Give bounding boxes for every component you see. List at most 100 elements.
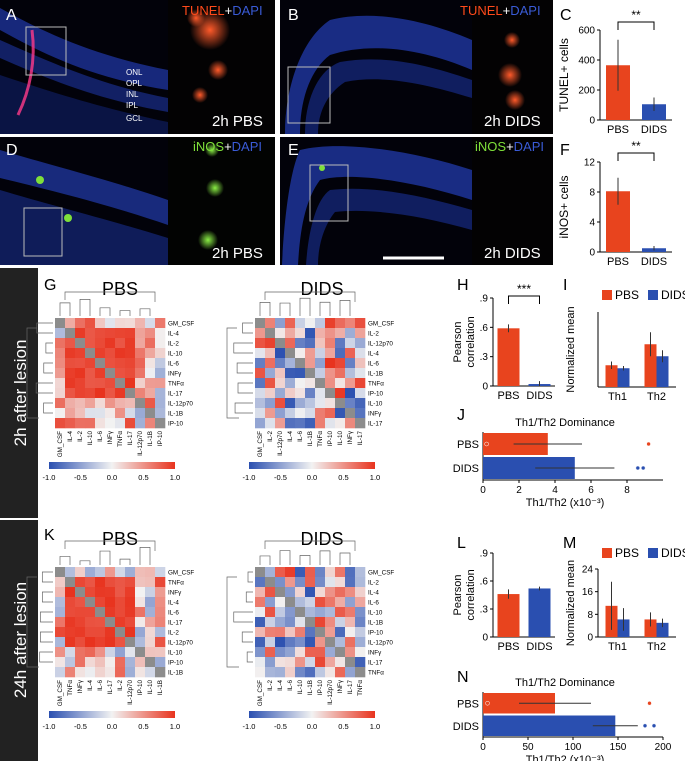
heatmap-cell bbox=[155, 627, 166, 638]
heatmap-cell bbox=[135, 637, 146, 648]
heatmap-cell bbox=[85, 587, 96, 598]
col-label: IL-17 bbox=[347, 680, 354, 695]
row-label: IL-2 bbox=[368, 331, 379, 338]
heatmap-cell bbox=[305, 368, 316, 379]
colorbar: -1.0 -0.5 0.0 0.5 1.0 bbox=[243, 462, 380, 482]
heatmap-cell bbox=[335, 338, 346, 349]
heatmap-cell bbox=[315, 368, 326, 379]
heatmap-cell bbox=[315, 338, 326, 349]
heatmap-cell bbox=[315, 378, 326, 389]
heatmap-cell bbox=[115, 328, 126, 339]
col-label: IL-1B bbox=[157, 680, 164, 695]
heatmap-cell bbox=[325, 647, 336, 658]
heatmap-g-dids-title: DIDS bbox=[300, 279, 343, 299]
stain-label-b: TUNEL+DAPI bbox=[460, 3, 541, 18]
bar-pbs bbox=[497, 594, 520, 637]
heatmap-cell bbox=[95, 398, 106, 409]
heatmap-cell bbox=[115, 318, 126, 329]
heatmap-cell bbox=[125, 647, 136, 658]
row-label: IL-12p70 bbox=[168, 640, 193, 647]
heatmap-cell bbox=[315, 348, 326, 359]
colorbar-tick-label: 1.0 bbox=[170, 473, 180, 482]
heatmap-cell bbox=[295, 408, 306, 419]
heatmap-cell bbox=[315, 577, 326, 588]
heatmap-cell bbox=[115, 577, 126, 588]
y-tick-label: .6 bbox=[480, 577, 489, 588]
heatmap-cell bbox=[145, 358, 156, 369]
heatmap-cell bbox=[255, 627, 266, 638]
heatmap-cell bbox=[75, 567, 86, 578]
heatmap-cell bbox=[355, 617, 366, 628]
heatmap-cell bbox=[55, 418, 66, 429]
heatmap-cell bbox=[275, 378, 286, 389]
heatmap-cell bbox=[95, 328, 106, 339]
heatmap-cell bbox=[315, 617, 326, 628]
heatmap-cell bbox=[325, 318, 336, 329]
heatmap-cell bbox=[115, 388, 126, 399]
heatmap-cell bbox=[285, 408, 296, 419]
heatmap-cell bbox=[315, 388, 326, 399]
label-2h-dids-b: 2h DIDS bbox=[484, 113, 541, 130]
heatmap-cell bbox=[135, 597, 146, 608]
heatmap-cell bbox=[105, 607, 116, 618]
heatmap-cell bbox=[355, 358, 366, 369]
heatmap-cell bbox=[265, 398, 276, 409]
heatmap-cell bbox=[345, 378, 356, 389]
heatmap-cell bbox=[285, 388, 296, 399]
heatmap-cell bbox=[115, 597, 126, 608]
x-tick-label: DIDS bbox=[526, 641, 552, 653]
heatmap-cell bbox=[145, 418, 156, 429]
heatmap-cell bbox=[325, 368, 336, 379]
data-point bbox=[635, 465, 641, 471]
heatmap-cell bbox=[85, 398, 96, 409]
row-label: TNFα bbox=[368, 670, 384, 677]
heatmap-cell bbox=[135, 398, 146, 409]
heatmap-cell bbox=[95, 388, 106, 399]
col-label: IL-17 bbox=[357, 431, 364, 446]
colorbar-tick-label: 1.0 bbox=[370, 473, 380, 482]
layer-label-ipl: IPL bbox=[126, 101, 139, 110]
legend-swatch-dids bbox=[648, 548, 658, 558]
layer-label-onl: ONL bbox=[126, 68, 143, 77]
x-tick-label: 0 bbox=[480, 485, 486, 496]
row-label: GM_CSF bbox=[368, 321, 394, 328]
y-axis-label: Normalized mean bbox=[565, 560, 577, 646]
col-label: IP-10 bbox=[137, 680, 144, 696]
heatmap-cell bbox=[285, 647, 296, 658]
heatmap-cell bbox=[345, 567, 356, 578]
row-label: IL-4 bbox=[168, 600, 179, 607]
panel-label-f: F bbox=[560, 142, 570, 159]
heatmap-cell bbox=[75, 388, 86, 399]
heatmap-cell bbox=[355, 577, 366, 588]
heatmap-cell bbox=[315, 567, 326, 578]
colorbar-tick-label: 0.0 bbox=[307, 473, 317, 482]
heatmap-cell bbox=[275, 647, 286, 658]
heatmap-cell bbox=[75, 418, 86, 429]
heatmap-cell bbox=[155, 388, 166, 399]
y-tick-label: 4 bbox=[589, 218, 595, 229]
heatmap-cell bbox=[75, 597, 86, 608]
heatmap-cell bbox=[135, 607, 146, 618]
heatmap-cell bbox=[265, 348, 276, 359]
heatmap-cell bbox=[325, 388, 336, 399]
heatmap-cell bbox=[325, 577, 336, 588]
col-label: IP-10 bbox=[157, 431, 164, 447]
heatmap-cell bbox=[275, 408, 286, 419]
heatmap-cell bbox=[325, 587, 336, 598]
heatmap-cell bbox=[265, 388, 276, 399]
heatmap-cell bbox=[135, 368, 146, 379]
heatmap-cell bbox=[275, 318, 286, 329]
heatmap-cell bbox=[105, 358, 116, 369]
heatmap-k-dids-title: DIDS bbox=[300, 529, 343, 549]
legend-swatch-dids bbox=[648, 290, 658, 300]
heatmap-cell bbox=[85, 567, 96, 578]
panel-label-c: C bbox=[560, 7, 572, 24]
heatmap-cell bbox=[315, 647, 326, 658]
heatmap-cell bbox=[95, 577, 106, 588]
x-tick-label: PBS bbox=[497, 641, 519, 653]
layer-label-gcl: GCL bbox=[126, 114, 143, 123]
heatmap-cell bbox=[135, 388, 146, 399]
row-label: TNFα bbox=[168, 580, 184, 587]
col-label: IL-4 bbox=[277, 680, 284, 691]
